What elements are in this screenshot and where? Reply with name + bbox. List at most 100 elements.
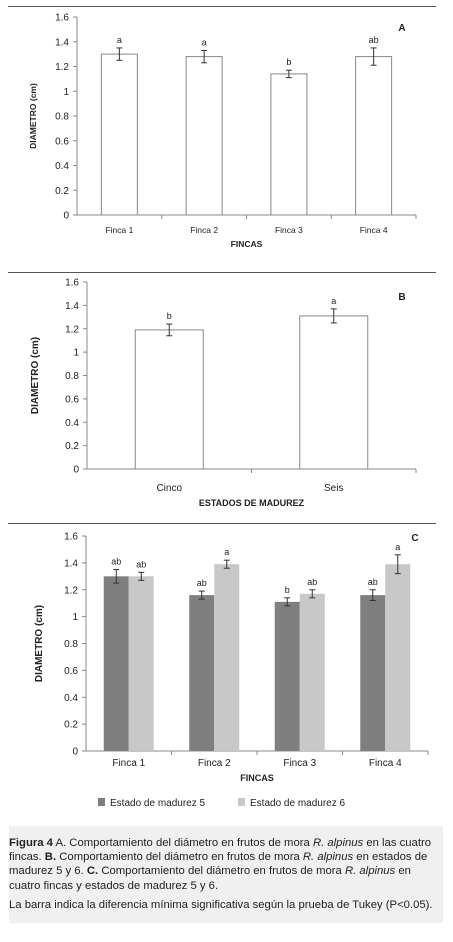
panel-label: B — [398, 292, 405, 303]
y-tick-label: 0.8 — [55, 112, 69, 123]
significance-label: a — [117, 35, 122, 45]
significance-label: a — [224, 547, 229, 557]
y-tick-label: 1.2 — [64, 585, 78, 596]
figure-caption: Figura 4 A. Comportamiento del diámetro … — [9, 826, 443, 924]
y-tick-label: 0.2 — [64, 720, 78, 731]
y-tick-label: 1.6 — [64, 532, 78, 543]
x-axis-label: FINCAS — [231, 239, 263, 249]
y-tick-label: 1 — [63, 87, 69, 98]
legend-swatch — [238, 798, 245, 806]
y-tick-label: 1.2 — [65, 324, 79, 335]
x-tick-label: Finca 3 — [275, 225, 303, 235]
x-tick-label: Finca 4 — [369, 758, 402, 769]
caption-c-text-2: en cuatro fincas y estados de madurez 5 … — [9, 865, 411, 892]
bar — [185, 56, 223, 216]
bar — [385, 564, 411, 751]
x-tick-label: Seis — [324, 483, 343, 494]
x-tick-label: Finca 4 — [360, 225, 388, 235]
legend-label: Estado de madurez 5 — [110, 798, 205, 809]
x-tick-label: Finca 2 — [190, 225, 218, 235]
caption-b-label: B. — [44, 851, 57, 864]
chart-panel-c: 0 0.2 0.4 0.6 0.8 1 1.2 1.4 1.6 DIAMETRO (cm) C Fin… — [0, 525, 453, 809]
bar — [355, 56, 393, 216]
caption-b-text-2: en estados de madurez 5 y 6. — [9, 851, 428, 878]
significance-label: ab — [369, 35, 379, 45]
caption-species-b: R. alpinus — [302, 851, 354, 864]
chart-svg-b: 0 0.2 0.4 0.6 0.8 1 1.2 1.4 1.6 DIAMETRO (cm) B Cin… — [30, 278, 417, 508]
significance-label: ab — [111, 557, 121, 567]
y-tick-label: 0.6 — [65, 394, 79, 405]
y-tick-label: 0 — [73, 465, 79, 476]
significance-label: ab — [197, 578, 207, 588]
significance-label: ab — [368, 577, 378, 587]
caption-species-a: R. alpinus — [312, 837, 364, 849]
y-tick-label: 0.4 — [55, 161, 69, 172]
y-axis-label: DIAMETRO (cm) — [30, 337, 41, 414]
top-rule — [8, 6, 436, 7]
separator-rule-2 — [8, 523, 436, 524]
significance-label: ab — [307, 577, 317, 587]
x-tick-label: Finca 1 — [105, 225, 133, 235]
y-tick-label: 1.2 — [55, 62, 69, 73]
caption-main: Figura 4 A. Comportamiento del diámetro … — [9, 836, 435, 893]
bar — [299, 593, 325, 751]
y-tick-label: 1.6 — [65, 278, 79, 289]
bar — [134, 329, 204, 470]
significance-label: a — [395, 542, 400, 552]
y-axis-label: DIAMETRO (cm) — [28, 83, 38, 149]
bar — [100, 53, 138, 216]
y-tick-label: 0.8 — [64, 639, 78, 650]
caption-note: La barra indica la diferencia mínima sig… — [9, 898, 433, 911]
x-tick-label: Finca 1 — [112, 758, 145, 769]
caption-species-c: R. alpinus — [344, 865, 396, 878]
legend-swatch — [98, 798, 105, 806]
y-tick-label: 0.2 — [65, 441, 79, 452]
x-tick-label: Cinco — [156, 483, 182, 494]
x-tick-label: Finca 3 — [283, 758, 316, 769]
y-tick-label: 0.6 — [64, 666, 78, 677]
significance-label: b — [167, 311, 172, 321]
significance-label: b — [286, 57, 291, 67]
bar — [214, 564, 240, 751]
significance-label: a — [331, 296, 336, 306]
y-tick-label: 0.8 — [65, 371, 79, 382]
y-tick-label: 0.4 — [64, 693, 78, 704]
panel-label: C — [411, 533, 418, 544]
caption-b-text-1: Comportamiento del diámetro en frutos de… — [59, 851, 300, 864]
y-tick-label: 1.4 — [65, 301, 79, 312]
caption-fig-label: Figura 4 — [9, 837, 53, 849]
chart-panel-b: 0 0.2 0.4 0.6 0.8 1 1.2 1.4 1.6 DIAMETRO (cm) B Cin… — [0, 268, 453, 520]
significance-label: b — [285, 585, 290, 595]
bar — [274, 601, 300, 751]
chart-svg-c: 0 0.2 0.4 0.6 0.8 1 1.2 1.4 1.6 DIAMETRO (cm) C Fin… — [34, 532, 429, 809]
y-tick-label: 1.4 — [64, 558, 78, 569]
y-tick-label: 0 — [63, 211, 69, 222]
y-tick-label: 1.4 — [55, 37, 69, 48]
significance-label: a — [202, 37, 207, 47]
caption-a-text-1: Comportamiento del diámetro en frutos de… — [69, 837, 310, 849]
y-tick-label: 0.2 — [55, 186, 69, 197]
caption-c-text-1: Comportamiento del diámetro en frutos de… — [101, 865, 342, 878]
bar — [270, 73, 308, 216]
panel-label: A — [398, 23, 405, 34]
y-tick-label: 1 — [72, 612, 78, 623]
bar — [128, 576, 154, 751]
y-tick-label: 1.6 — [55, 13, 69, 24]
caption-c-label: C. — [86, 865, 99, 878]
bar — [189, 595, 215, 751]
y-axis-label: DIAMETRO (cm) — [34, 605, 45, 682]
legend-label: Estado de madurez 6 — [250, 798, 345, 809]
chart-panel-a: 0 0.2 0.4 0.6 0.8 1 1.2 1.4 1.6 DIAMETRO (cm) A Fin… — [0, 0, 453, 268]
x-tick-label: Finca 2 — [198, 758, 231, 769]
chart-svg-a: 0 0.2 0.4 0.6 0.8 1 1.2 1.4 1.6 DIAMETRO (cm) A Fin… — [28, 13, 417, 249]
y-tick-label: 1 — [73, 348, 79, 359]
bar — [299, 315, 369, 470]
x-axis-label: FINCAS — [240, 773, 274, 783]
y-tick-label: 0.6 — [55, 136, 69, 147]
caption-a-label: A. — [55, 837, 67, 849]
separator-rule-1 — [8, 272, 436, 273]
significance-label: ab — [136, 559, 146, 569]
bar — [360, 595, 386, 751]
bar — [103, 576, 129, 751]
x-axis-label: ESTADOS DE MADUREZ — [199, 498, 305, 508]
